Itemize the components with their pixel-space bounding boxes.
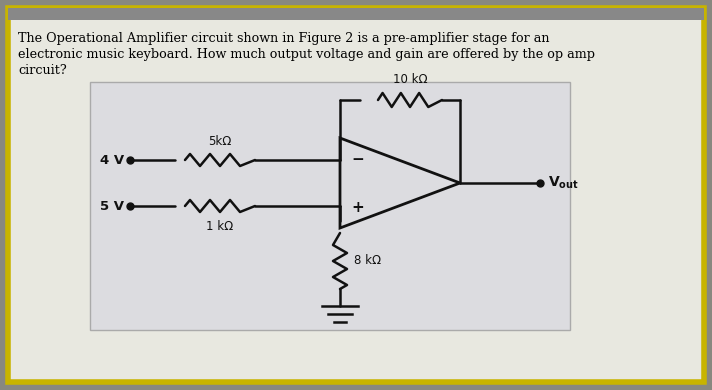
Text: 10 kΩ: 10 kΩ: [393, 73, 427, 86]
Text: 4 V: 4 V: [100, 154, 124, 167]
FancyBboxPatch shape: [90, 82, 570, 330]
Text: 1 kΩ: 1 kΩ: [206, 220, 234, 233]
Text: 5 V: 5 V: [100, 200, 124, 213]
Text: 5kΩ: 5kΩ: [209, 135, 231, 148]
Text: electronic music keyboard. How much output voltage and gain are offered by the o: electronic music keyboard. How much outp…: [18, 48, 595, 61]
FancyBboxPatch shape: [8, 8, 704, 20]
Text: $\mathregular{V_{out}}$: $\mathregular{V_{out}}$: [548, 175, 579, 191]
Text: The Operational Amplifier circuit shown in Figure 2 is a pre-amplifier stage for: The Operational Amplifier circuit shown …: [18, 32, 550, 45]
Text: +: +: [352, 200, 365, 215]
Text: −: −: [352, 151, 365, 167]
FancyBboxPatch shape: [8, 8, 704, 382]
Text: circuit?: circuit?: [18, 64, 67, 77]
Text: 8 kΩ: 8 kΩ: [354, 255, 381, 268]
